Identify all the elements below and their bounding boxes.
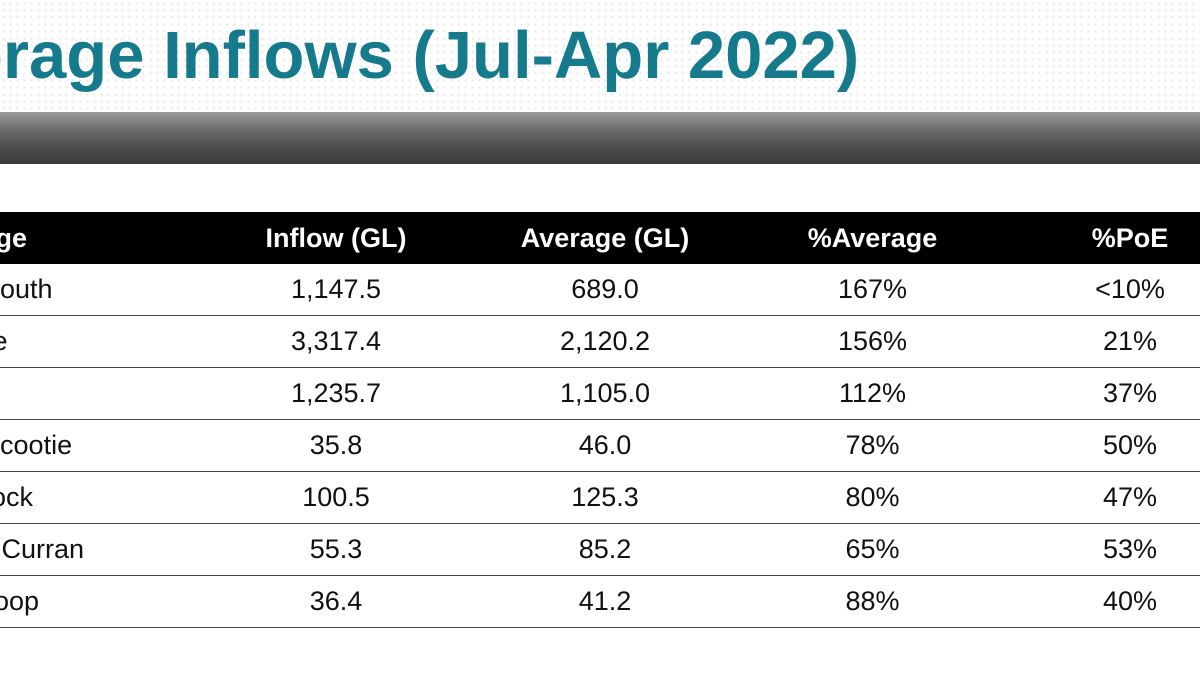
average-value: 125.3 xyxy=(571,482,639,512)
inflow-value: 35.8 xyxy=(309,430,363,460)
inflow-value: 3,317.4 xyxy=(290,326,382,356)
inflow-value: 100.5 xyxy=(302,482,370,512)
percent-average-value: 156% xyxy=(837,326,908,356)
header-average: Average (GL) xyxy=(520,222,690,253)
storage-name: alock xyxy=(0,482,34,512)
percent-average-value: 80% xyxy=(845,482,900,512)
header-inflow: Inflow (GL) xyxy=(265,222,407,253)
average-value: 41.2 xyxy=(578,586,632,616)
table-row: on 1,235.7 1,105.0 112% 37% xyxy=(0,368,1200,420)
percent-poe-value: 50% xyxy=(1102,430,1158,460)
average-value: 2,120.2 xyxy=(559,326,651,356)
inflows-table: rage Inflow (GL) Average (GL) %Average %… xyxy=(0,212,1200,628)
inflow-value: 1,235.7 xyxy=(290,378,382,408)
header-percent-poe: %PoE xyxy=(1091,222,1169,253)
average-value: 689.0 xyxy=(571,274,639,304)
percent-average-value: 167% xyxy=(837,274,908,304)
storage-name: ahcootie xyxy=(0,430,73,460)
inflow-value: 1,147.5 xyxy=(290,274,382,304)
table-row: tmouth 1,147.5 689.0 167% <10% xyxy=(0,264,1200,316)
header-storage: rage xyxy=(0,222,28,253)
title-area: orage Inflows (Jul-Apr 2022) xyxy=(0,0,1200,112)
storage-name: rn Curran xyxy=(0,534,85,564)
percent-average-value: 78% xyxy=(845,430,900,460)
average-value: 46.0 xyxy=(578,430,632,460)
table-header-row: rage Inflow (GL) Average (GL) %Average %… xyxy=(0,212,1200,264)
inflow-value: 36.4 xyxy=(309,586,363,616)
average-value: 1,105.0 xyxy=(559,378,651,408)
percent-poe-value: 21% xyxy=(1102,326,1158,356)
storage-name: on xyxy=(0,368,220,419)
header-band xyxy=(0,112,1200,164)
percent-poe-value: <10% xyxy=(1095,274,1165,304)
table-row: rn Curran 55.3 85.2 65% 53% xyxy=(0,524,1200,576)
table-row: me 3,317.4 2,120.2 156% 21% xyxy=(0,316,1200,368)
percent-average-value: 88% xyxy=(845,586,900,616)
table-row: aroop 36.4 41.2 88% 40% xyxy=(0,576,1200,628)
storage-name: me xyxy=(0,316,220,367)
inflow-value: 55.3 xyxy=(309,534,363,564)
table-row: alock 100.5 125.3 80% 47% xyxy=(0,472,1200,524)
percent-average-value: 65% xyxy=(845,534,900,564)
storage-name: aroop xyxy=(0,586,40,616)
percent-poe-value: 40% xyxy=(1102,586,1158,616)
percent-average-value: 112% xyxy=(838,378,907,408)
storage-name: tmouth xyxy=(0,274,53,304)
percent-poe-value: 47% xyxy=(1102,482,1158,512)
percent-poe-value: 53% xyxy=(1102,534,1158,564)
slide-title: orage Inflows (Jul-Apr 2022) xyxy=(0,18,860,93)
average-value: 85.2 xyxy=(578,534,632,564)
header-percent-average: %Average xyxy=(807,222,938,253)
table-row: ahcootie 35.8 46.0 78% 50% xyxy=(0,420,1200,472)
percent-poe-value: 37% xyxy=(1102,378,1158,408)
